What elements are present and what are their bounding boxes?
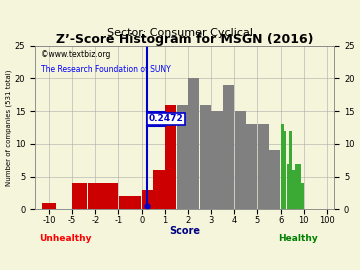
X-axis label: Score: Score — [169, 226, 200, 236]
Y-axis label: Number of companies (531 total): Number of companies (531 total) — [5, 69, 12, 186]
Bar — [42, 203, 56, 210]
Bar — [235, 111, 246, 210]
Title: Z’-Score Histogram for MSGN (2016): Z’-Score Histogram for MSGN (2016) — [56, 33, 314, 46]
Bar — [246, 124, 257, 210]
Bar — [119, 196, 141, 210]
Text: Healthy: Healthy — [278, 234, 318, 242]
Bar — [298, 164, 301, 210]
Bar — [301, 183, 304, 210]
Text: The Research Foundation of SUNY: The Research Foundation of SUNY — [41, 65, 171, 74]
Bar — [258, 124, 269, 210]
Bar — [165, 104, 176, 210]
Bar — [269, 150, 280, 210]
Text: Sector: Consumer Cyclical: Sector: Consumer Cyclical — [107, 28, 253, 38]
Bar — [289, 131, 292, 210]
Bar — [177, 104, 188, 210]
Bar — [200, 104, 211, 210]
Bar — [153, 170, 165, 210]
Bar — [292, 170, 295, 210]
Bar — [72, 183, 87, 210]
Bar — [96, 203, 118, 210]
Text: 0.2472: 0.2472 — [149, 114, 183, 123]
Bar — [287, 164, 289, 210]
Text: ©www.textbiz.org: ©www.textbiz.org — [41, 50, 111, 59]
Bar — [281, 124, 284, 210]
Bar — [142, 190, 153, 210]
Bar — [88, 183, 118, 210]
Bar — [223, 85, 234, 210]
Text: Unhealthy: Unhealthy — [39, 234, 91, 242]
Bar — [188, 78, 199, 210]
Bar — [211, 111, 222, 210]
Bar — [295, 164, 298, 210]
Bar — [284, 131, 287, 210]
